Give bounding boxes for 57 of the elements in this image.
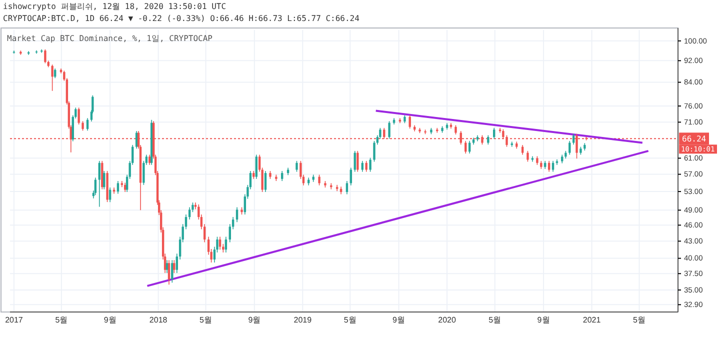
x-tick-label: 5월 [55,316,68,325]
candlestick [526,150,529,162]
candlestick [568,140,571,156]
candlestick [436,128,438,134]
candlestick [166,260,168,274]
candlestick [492,128,496,140]
candlestick [454,124,457,135]
ref-line-label: 66.24 [682,134,706,144]
candlestick [318,174,320,186]
candlestick [94,177,97,196]
x-tick-label: 9월 [248,316,261,325]
candlestick [255,154,258,180]
candlestick [369,157,372,172]
x-tick-label: 2018 [149,316,168,325]
candlestick [408,114,411,129]
x-tick-label: 9월 [392,316,406,325]
x-tick-label: 5월 [488,316,502,325]
x-tick-label: 2017 [5,316,24,325]
candlestick [498,128,502,134]
candlestick [148,154,151,166]
candlestick [78,107,80,125]
x-tick-label: 5월 [344,316,356,325]
candlestick [124,182,126,192]
x-tick-label: 2020 [438,316,456,325]
candlestick [468,140,471,154]
text: Market Cap BTC Dominance, %, 1일, CRYPTOCAP [7,34,213,43]
candlestick [173,260,176,274]
candlestick [86,118,89,132]
x-tick-label: 2021 [582,316,602,325]
candlestick [350,167,352,186]
candlestick [296,160,298,172]
candlestick [188,206,191,220]
candlestick [264,170,267,192]
candlestick [171,260,174,284]
candlestick [281,170,284,182]
candlestick [464,140,467,154]
candlestick [236,206,238,222]
x-tick-label: 9월 [104,316,116,325]
x-tick-label: 5월 [200,316,212,325]
candlestick [51,64,54,92]
x-tick-label: 5월 [633,316,646,325]
candlestick [388,120,390,140]
candlestick [103,170,106,190]
text: CRYPTOCAP:BTC.D, 1D 66.24 ▼ -0.22 (-0.33%) O:66.46 H:66.73 L:65.77 C:66.24 [3,14,360,23]
x-tick-label: 9월 [537,316,550,325]
candlestick [510,141,513,148]
candlestick [168,260,170,286]
candlestick [365,160,368,172]
text: ishowcrypto 퍼블리쉬, 12월 18, 2020 13:50:01 UTC [3,2,226,11]
x-tick-label: 2019 [294,316,312,325]
candlestick [224,236,228,253]
candlestick [487,134,490,145]
candlestick [44,48,46,64]
candlestick [521,144,524,156]
candlestick [346,180,348,195]
candlestick [116,180,120,194]
candlestick [82,120,84,132]
